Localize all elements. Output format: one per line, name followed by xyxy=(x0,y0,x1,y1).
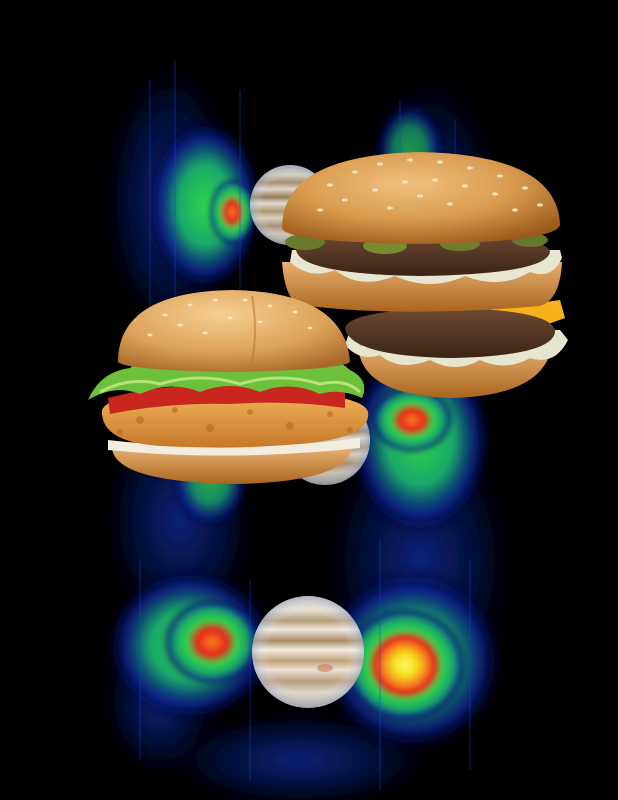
jupiter-planet xyxy=(252,596,364,708)
radio-emission-heatmap xyxy=(100,50,520,800)
crispy-chicken-sandwich xyxy=(88,290,369,484)
big-double-burger xyxy=(282,152,568,398)
